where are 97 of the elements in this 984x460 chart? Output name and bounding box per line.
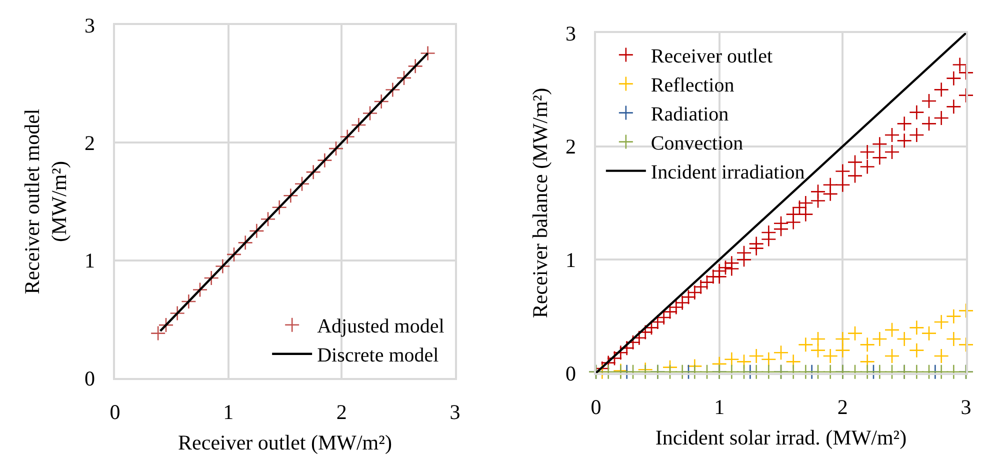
point <box>396 70 412 86</box>
point <box>408 58 423 74</box>
point <box>884 348 900 364</box>
legend-label: Receiver outlet <box>650 46 773 68</box>
point <box>798 337 814 352</box>
point <box>860 337 875 352</box>
legend-label: Discrete model <box>317 344 440 367</box>
y-axis-title: Receiver outlet model (MW/m²) <box>20 108 72 294</box>
point <box>215 258 230 274</box>
point <box>884 364 900 380</box>
legend-label: Radiation <box>650 104 729 126</box>
y-tick-label: 1 <box>566 248 576 272</box>
point <box>872 331 888 347</box>
point <box>934 348 949 364</box>
point <box>909 320 924 336</box>
x-axis-title: Incident solar irrad. (MW/m²) <box>655 426 907 450</box>
y-tick-label: 3 <box>84 13 96 38</box>
x-axis-title: Receiver outlet (MW/m²) <box>178 430 392 455</box>
point <box>272 200 287 216</box>
x-tick-label: 2 <box>837 394 848 419</box>
point <box>204 270 219 286</box>
x-tick-label: 1 <box>714 394 725 419</box>
point <box>761 364 776 380</box>
point <box>340 129 355 144</box>
point <box>736 364 752 380</box>
point <box>317 152 332 168</box>
y-tick-label: 3 <box>566 21 576 46</box>
point <box>847 364 863 380</box>
point <box>674 364 690 380</box>
x-tick-label: 2 <box>336 400 347 424</box>
point <box>773 344 789 360</box>
point <box>662 364 678 380</box>
x-tick-label: 1 <box>223 400 234 424</box>
legend-label: Reflection <box>650 74 734 97</box>
point <box>170 306 185 321</box>
point <box>385 82 400 98</box>
point <box>921 364 937 380</box>
point <box>958 337 974 352</box>
point <box>238 235 253 250</box>
point <box>724 364 740 380</box>
point <box>946 331 962 347</box>
point <box>896 331 912 347</box>
point <box>724 352 740 368</box>
point <box>374 94 389 110</box>
point <box>181 294 196 310</box>
point <box>226 246 242 262</box>
point <box>934 314 949 330</box>
point <box>909 342 924 358</box>
x-tick-label: 3 <box>450 400 460 424</box>
point <box>946 364 962 380</box>
point <box>328 140 344 156</box>
point <box>884 322 900 338</box>
point <box>835 342 850 358</box>
point <box>872 364 888 380</box>
point <box>798 364 814 380</box>
point <box>822 364 838 380</box>
point <box>600 364 616 380</box>
point <box>921 326 937 341</box>
point <box>362 106 378 121</box>
point <box>306 164 321 180</box>
point <box>687 364 702 380</box>
point <box>283 188 298 204</box>
point <box>810 364 826 380</box>
y-tick-label: 0 <box>566 361 576 386</box>
point <box>249 223 264 239</box>
point <box>420 46 436 61</box>
point <box>946 308 962 324</box>
point <box>860 364 875 380</box>
point <box>351 117 366 133</box>
point <box>958 303 974 318</box>
y-axis-title: Receiver balance (MW/m²) <box>528 88 552 318</box>
point <box>934 364 949 380</box>
point <box>699 364 715 380</box>
y-tick-label: 1 <box>84 248 96 273</box>
y-tick-label: 0 <box>84 366 96 390</box>
point <box>810 331 826 347</box>
point <box>748 348 764 364</box>
point <box>260 212 276 227</box>
point <box>822 348 838 364</box>
point <box>192 282 208 298</box>
point <box>294 176 310 192</box>
legend-label: Adjusted model <box>317 316 445 338</box>
point <box>748 364 764 380</box>
point <box>909 364 924 380</box>
x-tick-label: 3 <box>960 394 972 419</box>
point <box>786 364 801 380</box>
point <box>761 352 776 368</box>
point <box>150 326 166 341</box>
y-tick-label: 2 <box>84 131 96 156</box>
point <box>158 317 174 333</box>
x-tick-label: 0 <box>110 400 120 424</box>
legend-label: Convection <box>650 132 744 155</box>
y-tick-label: 2 <box>566 134 576 159</box>
point <box>625 364 641 380</box>
x-tick-label: 0 <box>590 394 602 419</box>
point <box>847 326 863 341</box>
legend-label: Incident irradiation <box>650 162 805 184</box>
